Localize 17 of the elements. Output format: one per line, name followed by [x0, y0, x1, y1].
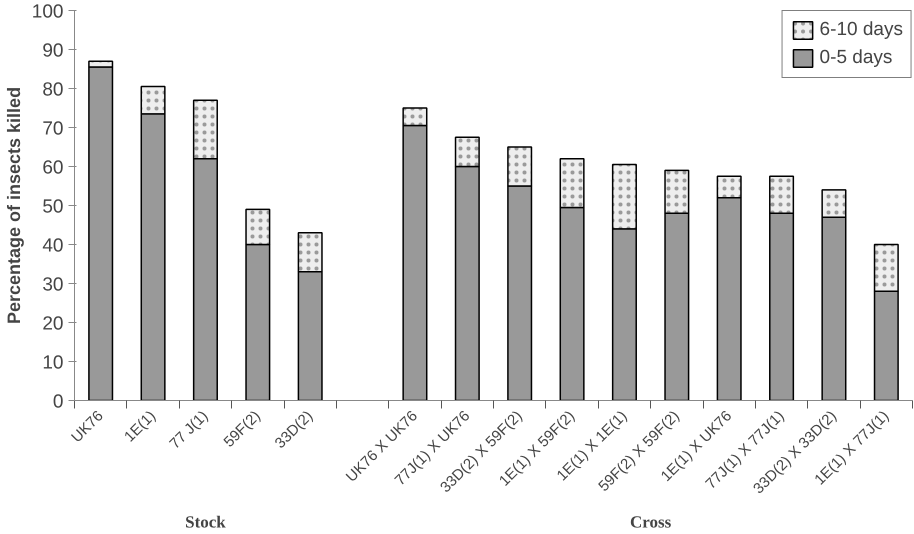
text: Cross [630, 512, 672, 532]
y-tick-label: 20 [42, 314, 64, 334]
legend-label: 0-5 days [820, 47, 892, 69]
x-tick-label: 77 J(1) [166, 407, 212, 453]
y-tick-label: 70 [42, 118, 64, 140]
y-tick-label: 100 [32, 2, 64, 22]
y-tick-label: 0 [52, 392, 64, 412]
y-tick-label: 40 [42, 236, 64, 256]
text: Stock [185, 512, 226, 532]
y-axis-title: Percentage of insects killed [4, 86, 24, 324]
y-tick-label: 10 [42, 352, 64, 374]
y-tick-label: 60 [42, 158, 64, 178]
legend-label: 6-10 days [820, 19, 903, 41]
y-tick-label: 50 [42, 196, 64, 218]
y-tick-label: 90 [42, 40, 64, 62]
y-tick-label: 80 [42, 80, 64, 100]
y-tick-label: 30 [42, 274, 64, 296]
